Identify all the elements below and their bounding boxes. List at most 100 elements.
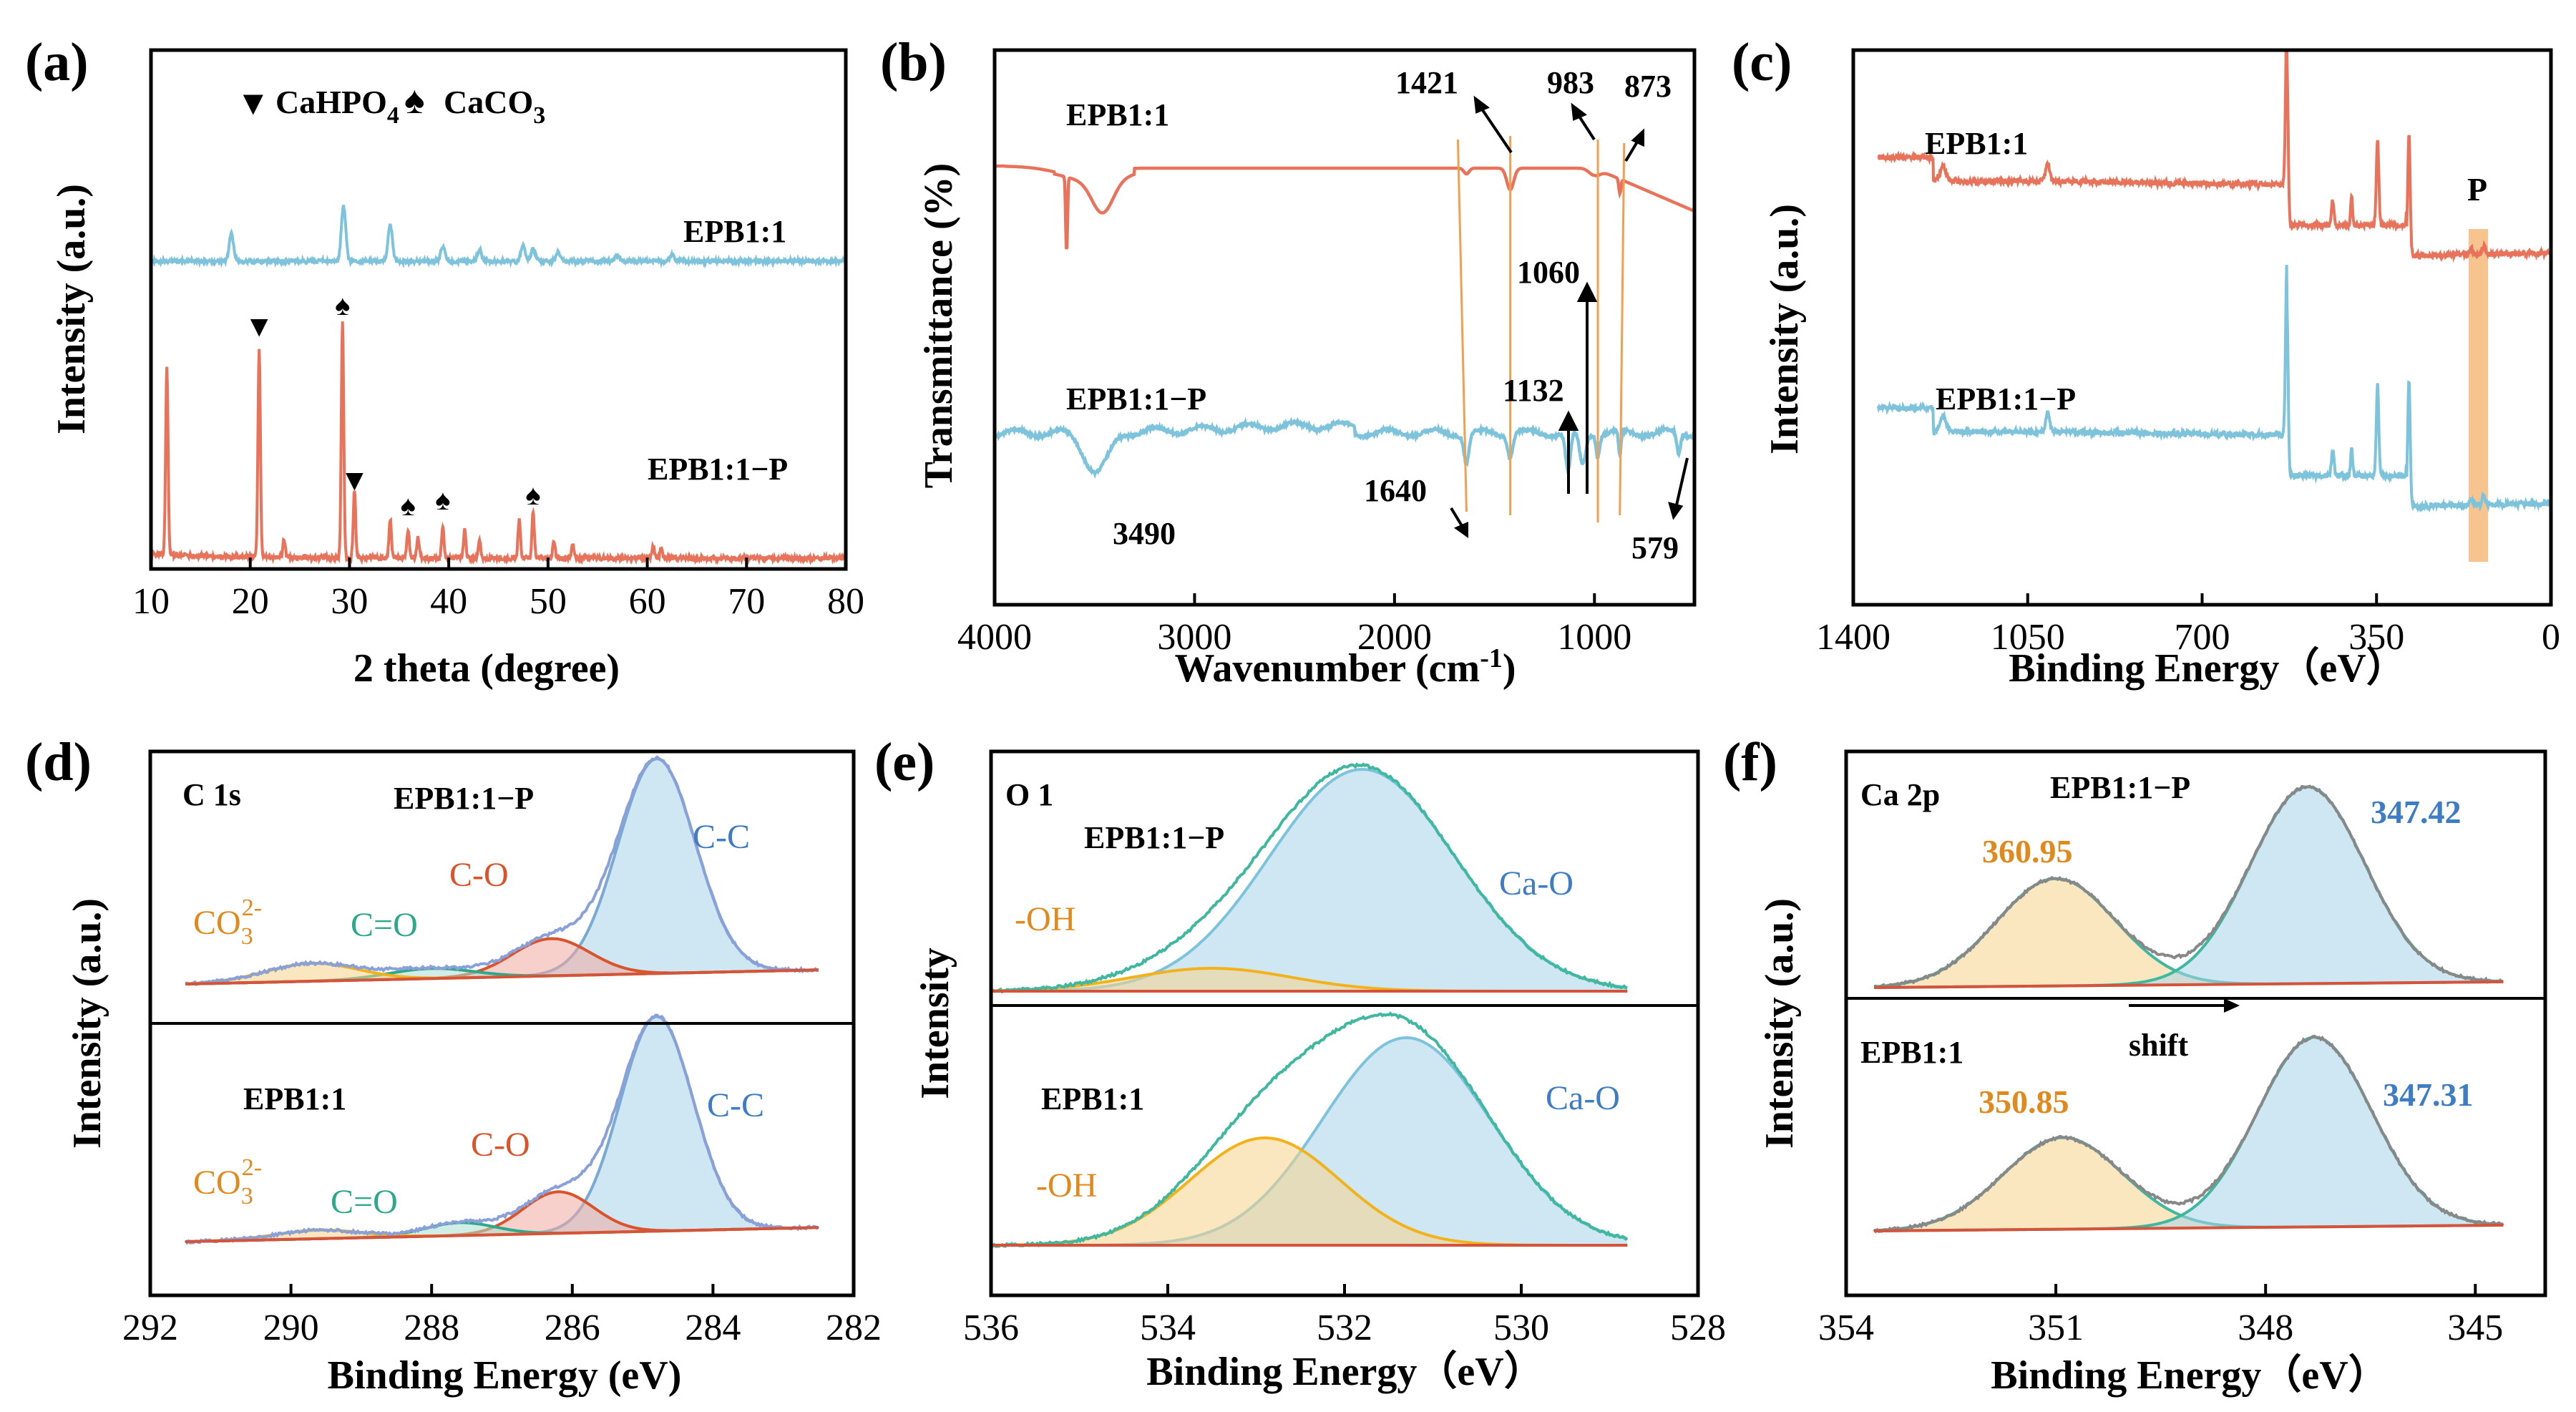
annot-1060: 1060: [1517, 255, 1580, 290]
xticks-c-label-1: 1050: [1991, 617, 2065, 658]
legend-cahpo4-symbol: ▼: [236, 84, 270, 122]
xticks-d: 292 290 288 286 284 282: [122, 1284, 882, 1348]
xrd-marker-1: ♠: [335, 289, 350, 321]
legend-cahpo4: CaHPO4: [275, 84, 399, 129]
curves-c: [1876, 50, 2551, 513]
curves-e: [991, 762, 1629, 1249]
xticks-c: 1400 1050 700 350 0: [1816, 593, 2560, 658]
xticks-e: 536 534 532 530 528: [963, 1284, 1726, 1348]
axes-frame-f: [1844, 749, 2547, 1297]
co3-bot-sup: 2-: [242, 1154, 262, 1181]
d-baseline-0: [185, 968, 819, 985]
x-axis-label-b-sup: -1: [1480, 643, 1503, 673]
x-axis-label-f: Binding Energy（eV）: [1991, 1353, 2388, 1398]
xticks-c-label-2: 700: [2175, 617, 2230, 658]
peak-label-f-bot-1: 350.85: [1979, 1084, 2069, 1120]
arrow-1421: [1478, 104, 1513, 154]
series-label-a-epbp: EPB1:1−P: [648, 452, 788, 487]
ftir-line-1: [995, 417, 1694, 479]
xticks-a: 10 20 30 40 50 60 70 80: [132, 558, 864, 622]
arrow-1060-head: [1576, 281, 1598, 302]
xticks-a-label-0: 10: [132, 581, 170, 622]
xticks-b: 4000 3000 2000 1000: [957, 593, 1631, 658]
arrow-579-head: [1668, 502, 1684, 520]
arrow-1132-head: [1558, 410, 1579, 431]
peak-label-f-top-2: 347.42: [2371, 794, 2462, 830]
e-peak-fill-0-0: [991, 769, 1628, 991]
xticks-a-label-2: 30: [331, 581, 368, 622]
annot-873: 873: [1624, 69, 1672, 104]
d-envelope-1: [184, 1013, 820, 1245]
xticks-f-label-3: 345: [2447, 1308, 2503, 1348]
xticks-f-label-2: 348: [2238, 1308, 2293, 1348]
xticks-f-label-1: 351: [2028, 1308, 2084, 1348]
x-axis-label-c: Binding Energy（eV）: [2009, 646, 2406, 691]
arrow-873-head: [1631, 128, 1644, 147]
d-baseline-1: [185, 1226, 819, 1243]
peak-label-d-top-ceo: C=O: [351, 906, 418, 944]
annot-983: 983: [1547, 65, 1594, 100]
y-axis-label-b: Transmittance (%): [917, 163, 961, 489]
band-label-p: P: [2467, 171, 2487, 208]
xticks-b-label-0: 4000: [957, 617, 1032, 658]
panel-b: (b) 4000 3000 2000 1000 EPB1:1 EPB1:1−P 142…: [880, 32, 1697, 691]
series-label-f-epbp: EPB1:1−P: [2050, 770, 2190, 805]
axes-frame-a: [149, 48, 848, 571]
e-peak-fill-1-1: [991, 1138, 1628, 1245]
xticks-d-label-2: 288: [404, 1308, 459, 1348]
annotations-b: 1421 983 873 1060 1132 1640 3490 579: [1113, 65, 1679, 565]
survey-line-1: [1876, 265, 2551, 513]
panel-label-a: (a): [25, 32, 89, 92]
panel-label-f: (f): [1723, 732, 1777, 792]
ftir-line-0: [995, 164, 1694, 250]
annot-1640: 1640: [1364, 473, 1427, 508]
panel-label-e: (e): [874, 732, 935, 792]
xticks-e-label-3: 530: [1493, 1308, 1549, 1348]
co3-top-sup: 2-: [242, 895, 262, 921]
xticks-e-label-1: 534: [1140, 1308, 1196, 1348]
spectrum-title-d: C 1s: [182, 777, 241, 812]
xticks-f-label-0: 354: [1818, 1308, 1874, 1348]
xticks-d-label-5: 282: [826, 1308, 882, 1348]
arrow-1421-head: [1473, 95, 1490, 114]
peak-label-f-bot-2: 347.31: [2383, 1076, 2474, 1113]
series-label-a-epb: EPB1:1: [683, 214, 786, 249]
axes-frame-d: [148, 749, 856, 1297]
xrd-line-1: [151, 321, 846, 566]
xticks-b-label-2: 2000: [1357, 617, 1432, 658]
ftir-vline-873: [1619, 142, 1626, 516]
d-peak-fill-0-0: [185, 759, 819, 984]
xrd-marker-3: ♠: [401, 490, 416, 522]
peak-label-d-top-co3: CO32-: [193, 895, 262, 950]
arrow-579: [1674, 457, 1689, 509]
panel-f: (f) 354 351 348 345 Ca 2p EPB1:1−P EPB1:1 3…: [1723, 732, 2547, 1398]
series-label-c-epb: EPB1:1: [1925, 126, 2028, 161]
peak-label-f-top-1: 360.95: [1982, 833, 2073, 870]
curves-f: [1873, 784, 2504, 1234]
peak-label-e-top-cao: Ca-O: [1499, 865, 1574, 902]
xticks-b-label-3: 1000: [1557, 617, 1631, 658]
d-peak-fill-1-2: [185, 1222, 819, 1242]
legend-cahpo4-text: CaHPO: [275, 84, 387, 120]
curves-b: [995, 164, 1694, 479]
e-peak-fill-0-1: [991, 968, 1628, 991]
panel-e: (e) 536 534 532 530 528 O 1 EPB1:1−P EPB1:1 …: [874, 732, 1726, 1394]
e-envelope-0: [991, 762, 1628, 994]
xrd-marker-2: ▼: [340, 464, 370, 497]
xticks-a-label-1: 20: [232, 581, 269, 622]
xticks-d-label-1: 290: [263, 1308, 319, 1348]
e-envelope-1: [991, 1011, 1629, 1249]
arrow-1640-head: [1453, 521, 1468, 538]
xticks-e-label-4: 528: [1670, 1308, 1726, 1348]
y-axis-label-d: Intensity (a.u.): [65, 898, 109, 1149]
xticks-d-label-4: 284: [685, 1308, 741, 1348]
xticks-c-label-3: 350: [2348, 617, 2404, 658]
axes-frame-b: [992, 48, 1697, 607]
xrd-marker-5: ♠: [525, 479, 540, 511]
p-band: [2469, 229, 2488, 562]
series-label-f-epb: EPB1:1: [1860, 1035, 1963, 1070]
d-peak-fill-1-0: [185, 1016, 819, 1242]
x-axis-label-a: 2 theta (degree): [353, 646, 620, 691]
xticks-a-label-5: 60: [629, 581, 666, 622]
x-axis-label-b: Wavenumber (cm-1): [1174, 643, 1516, 691]
